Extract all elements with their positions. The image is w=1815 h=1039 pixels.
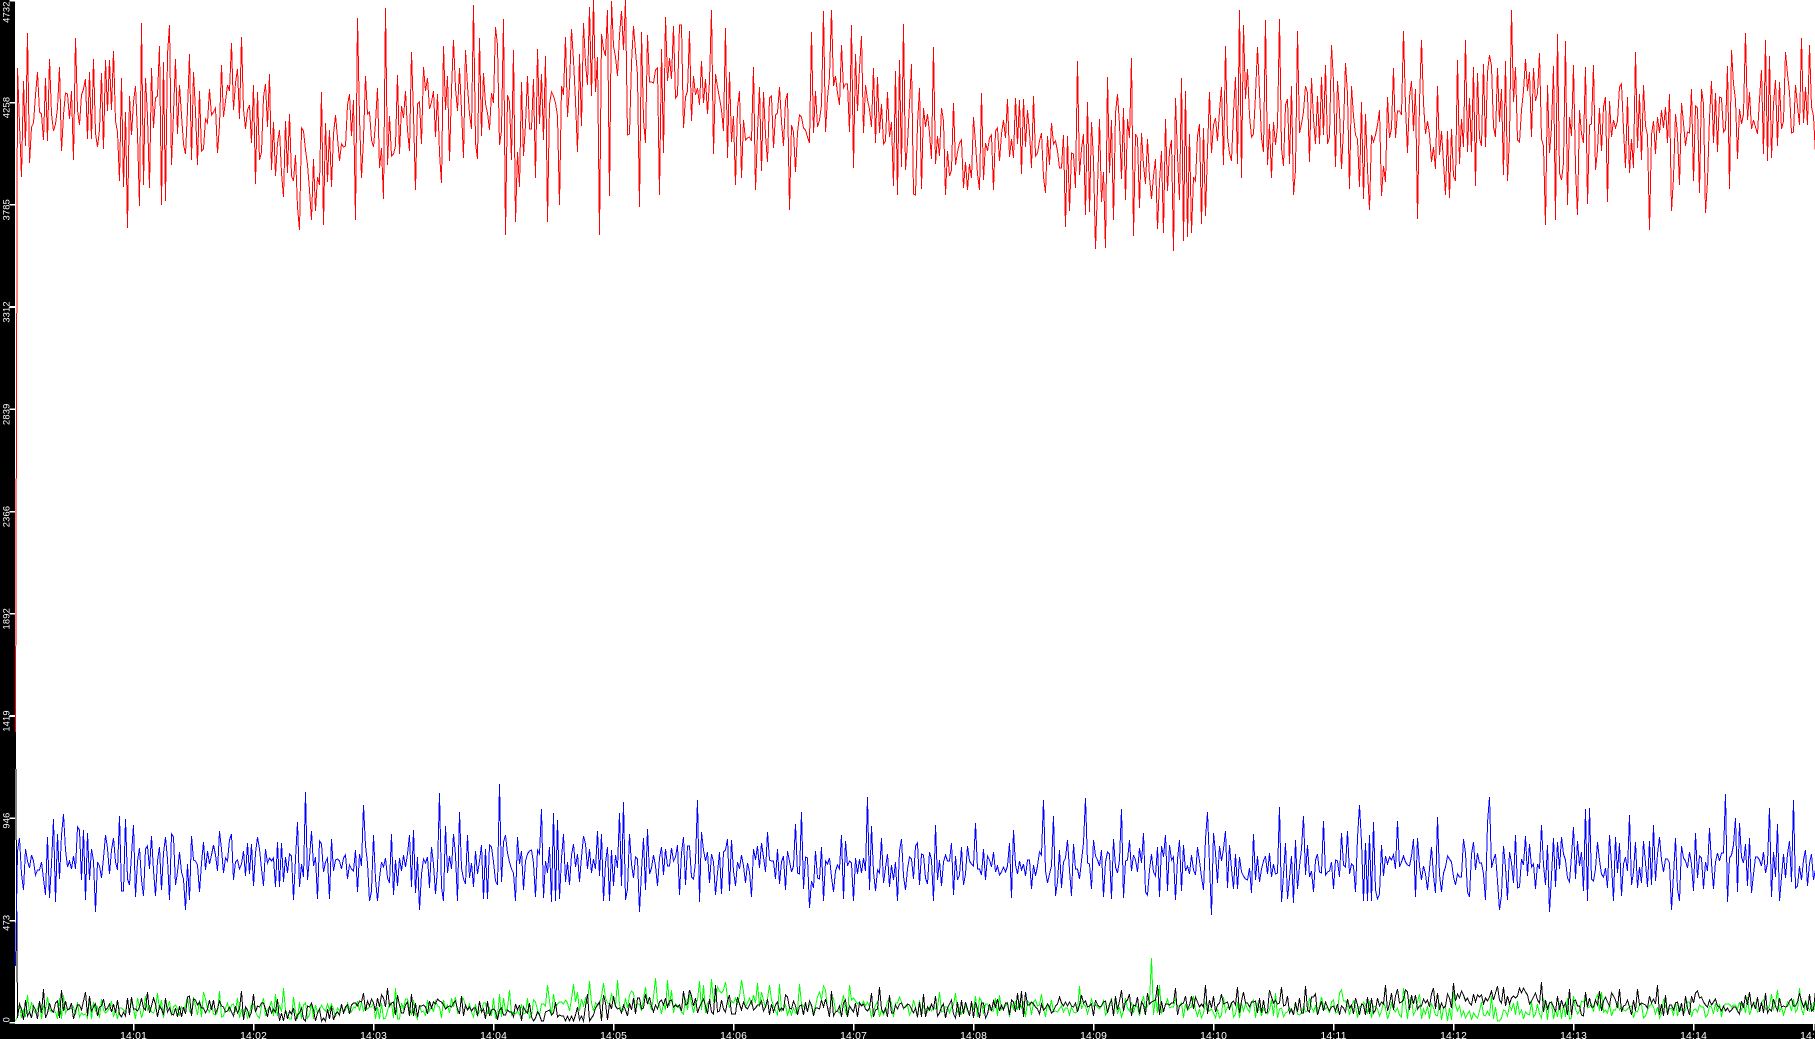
svg-text:14:08: 14:08 <box>960 1031 987 1039</box>
svg-text:946: 946 <box>2 813 12 829</box>
svg-text:4732: 4732 <box>2 1 12 22</box>
svg-text:14:04: 14:04 <box>480 1031 507 1039</box>
svg-text:14:02: 14:02 <box>240 1031 267 1039</box>
svg-text:14:11: 14:11 <box>1320 1031 1346 1039</box>
svg-text:14:14: 14:14 <box>1680 1031 1707 1039</box>
svg-text:2839: 2839 <box>2 404 12 425</box>
svg-text:14:07: 14:07 <box>840 1031 867 1039</box>
svg-text:14:01: 14:01 <box>120 1031 147 1039</box>
svg-text:1419: 1419 <box>2 710 12 731</box>
svg-text:14:12: 14:12 <box>1440 1031 1467 1039</box>
svg-text:3785: 3785 <box>2 199 12 220</box>
svg-text:14:03: 14:03 <box>360 1031 387 1039</box>
svg-text:1892: 1892 <box>2 608 12 629</box>
svg-text:14:13: 14:13 <box>1560 1031 1587 1039</box>
svg-text:473: 473 <box>2 915 12 931</box>
svg-text:3312: 3312 <box>2 301 12 322</box>
svg-text:14:15: 14:15 <box>1800 1031 1815 1039</box>
svg-text:4258: 4258 <box>2 97 12 118</box>
svg-text:14:05: 14:05 <box>600 1031 627 1039</box>
svg-text:14:09: 14:09 <box>1080 1031 1107 1039</box>
svg-text:0: 0 <box>2 1017 12 1022</box>
svg-text:2366: 2366 <box>2 506 12 527</box>
svg-text:14:10: 14:10 <box>1200 1031 1227 1039</box>
svg-text:14:06: 14:06 <box>720 1031 747 1039</box>
